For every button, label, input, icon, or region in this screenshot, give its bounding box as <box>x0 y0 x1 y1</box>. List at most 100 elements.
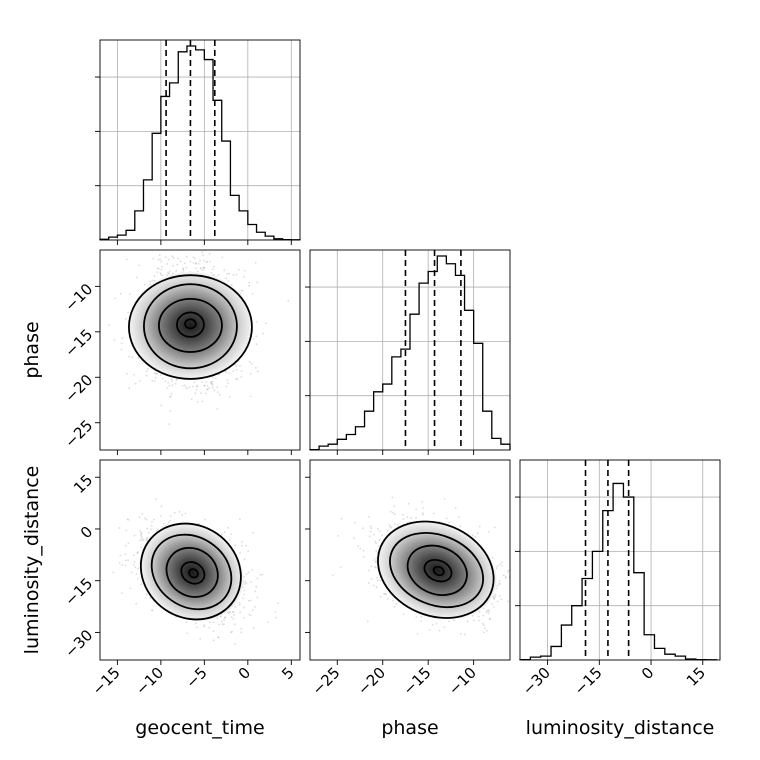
contour-line <box>158 297 223 353</box>
scatter-point <box>161 265 163 268</box>
scatter-point <box>203 384 206 387</box>
scatter-point <box>229 396 231 398</box>
scatter-point <box>234 643 236 645</box>
scatter-point <box>175 378 178 381</box>
scatter-point <box>153 380 156 382</box>
scatter-point <box>368 516 370 518</box>
scatter-point <box>254 261 257 264</box>
scatter-point <box>247 571 250 574</box>
scatter-point <box>120 348 123 351</box>
scatter-point <box>138 516 141 519</box>
scatter-point <box>232 617 235 620</box>
scatter-point <box>206 388 208 391</box>
scatter-point <box>194 622 197 625</box>
scatter-point <box>238 602 241 604</box>
scatter-point <box>128 355 131 358</box>
scatter-point <box>459 632 462 635</box>
scatter-point <box>481 622 484 625</box>
scatter-point <box>478 611 481 613</box>
scatter-point <box>362 556 365 558</box>
scatter-point <box>184 386 187 389</box>
scatter-point <box>156 372 158 375</box>
scatter-point <box>155 498 158 500</box>
scatter-point <box>141 539 144 542</box>
scatter-point <box>227 526 230 529</box>
scatter-point <box>141 537 144 540</box>
scatter-point <box>240 370 243 372</box>
scatter-point <box>242 276 245 278</box>
scatter-point <box>375 560 377 563</box>
scatter-point <box>153 279 156 282</box>
scatter-point <box>340 517 343 520</box>
contour-line <box>389 532 485 609</box>
scatter-point <box>181 384 184 387</box>
contour-line <box>432 565 445 577</box>
scatter-point <box>239 292 242 295</box>
scatter-point <box>219 224 221 226</box>
scatter-point <box>118 527 121 529</box>
scatter-point <box>160 273 163 276</box>
contour-line <box>165 546 219 598</box>
scatter-point <box>493 595 495 597</box>
scatter-point <box>196 385 199 388</box>
scatter-point <box>497 583 500 585</box>
scatter-point <box>161 526 164 528</box>
hist-geocent_time-frame <box>99 39 301 241</box>
scatter-point <box>119 292 122 295</box>
scatter-point <box>445 517 448 520</box>
scatter-point <box>213 389 216 391</box>
scatter-point <box>134 382 137 385</box>
scatter-point <box>146 527 149 530</box>
scatter-point <box>160 268 163 271</box>
scatter-point <box>168 521 170 524</box>
scatter-point <box>202 266 205 269</box>
scatter-point <box>386 529 389 532</box>
scatter-point <box>265 322 267 325</box>
scatter-point <box>494 595 497 598</box>
scatter-point <box>113 339 116 342</box>
scatter-point <box>211 376 214 379</box>
scatter-point <box>379 579 381 582</box>
scatter-point <box>251 609 254 612</box>
x-tick-label: −10 <box>132 664 167 699</box>
scatter-point <box>151 609 154 611</box>
scatter-point <box>267 621 269 624</box>
scatter-point <box>208 621 211 624</box>
scatter-point <box>245 573 248 575</box>
scatter-point <box>422 507 424 509</box>
contour-line <box>150 533 233 611</box>
scatter-point <box>337 535 340 537</box>
scatter-point <box>186 632 189 634</box>
scatter-point <box>372 584 375 587</box>
contour-line <box>180 561 206 585</box>
scatter-point <box>226 273 229 275</box>
scatter-point <box>240 631 243 634</box>
scatter-point <box>274 616 277 619</box>
scatter-point <box>172 222 174 224</box>
scatter-point <box>376 579 379 582</box>
scatter-point <box>127 559 129 562</box>
scatter-point <box>208 626 211 629</box>
scatter-point <box>482 614 485 617</box>
scatter-point <box>487 612 490 615</box>
scatter-point <box>201 381 204 384</box>
scatter-point <box>507 571 509 573</box>
scatter-point <box>478 619 480 622</box>
scatter-point <box>211 386 214 389</box>
scatter-point <box>331 574 334 577</box>
scatter-point <box>223 531 226 534</box>
scatter-point <box>119 554 122 557</box>
x-tick-label: −20 <box>354 664 389 699</box>
scatter-point <box>178 510 181 513</box>
scatter-point <box>170 378 173 381</box>
scatter-point <box>162 522 165 525</box>
scatter-point <box>236 378 239 381</box>
scatter-point <box>373 559 376 561</box>
scatter-point <box>274 610 277 613</box>
scatter-point <box>225 385 228 388</box>
scatter-point <box>415 516 417 519</box>
scatter-point <box>251 293 254 295</box>
scatter-point <box>252 626 255 629</box>
contour-line <box>139 522 242 621</box>
scatter-point <box>224 616 226 619</box>
